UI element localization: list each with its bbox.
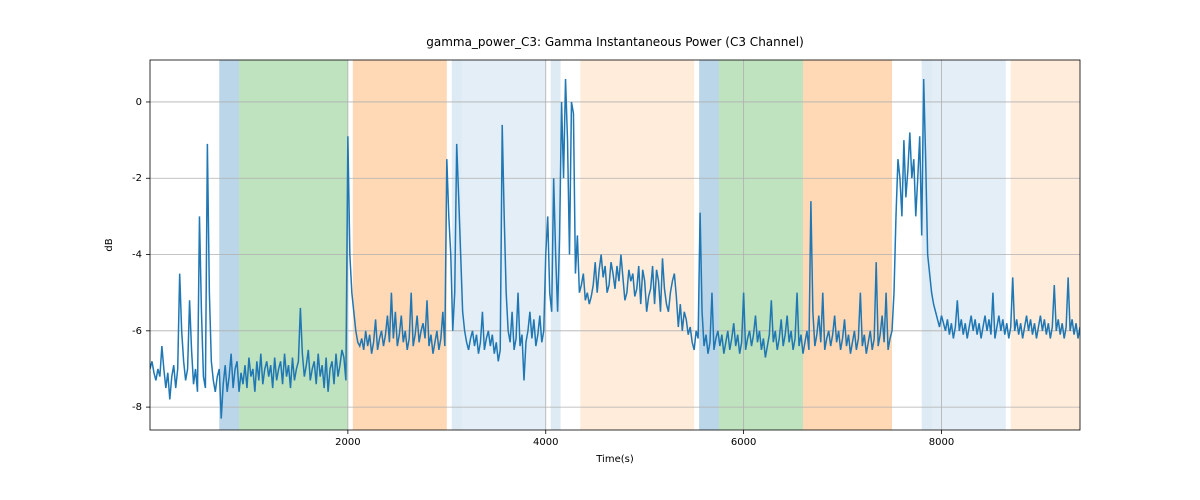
y-tick-label: -6 xyxy=(132,326,142,337)
band-region xyxy=(1011,60,1080,430)
band-region xyxy=(699,60,719,430)
y-tick-label: -4 xyxy=(132,250,142,261)
band-region xyxy=(803,60,892,430)
band-region xyxy=(719,60,803,430)
y-axis-label: dB xyxy=(104,238,115,251)
gamma-power-chart: 2000 4000 6000 8000 -8 -6 -4 -2 0 Time(s) dB gamma_… xyxy=(0,0,1200,500)
y-tick-label: -2 xyxy=(132,173,142,184)
band-region xyxy=(462,60,546,430)
x-tick-label: 4000 xyxy=(533,437,558,448)
y-tick-label: -8 xyxy=(132,402,142,413)
x-tick-label: 2000 xyxy=(335,437,360,448)
band-region xyxy=(580,60,694,430)
band-region xyxy=(932,60,1006,430)
x-tick-label: 8000 xyxy=(929,437,954,448)
band-region xyxy=(353,60,447,430)
x-axis-label: Time(s) xyxy=(595,454,634,465)
y-tick-label: 0 xyxy=(136,97,142,108)
x-tick-label: 6000 xyxy=(731,437,756,448)
chart-title: gamma_power_C3: Gamma Instantaneous Powe… xyxy=(426,35,804,49)
